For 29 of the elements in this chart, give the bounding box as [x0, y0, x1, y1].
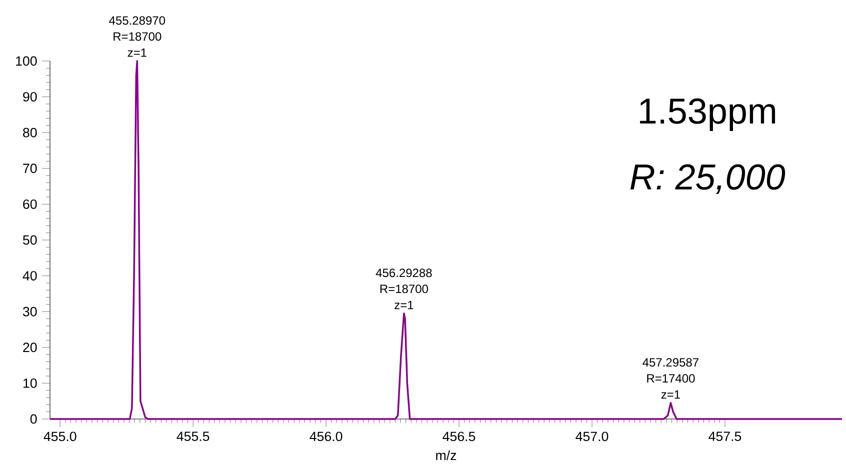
text: R=18700 — [114, 32, 162, 41]
y-tick-label: 30 — [22, 306, 37, 316]
y-tick-label: 90 — [23, 92, 37, 102]
y-tick-label: 50 — [23, 235, 37, 245]
y-tick-label: 70 — [23, 164, 37, 174]
annotation: R=18700 — [380, 284, 428, 294]
x-tick-label: 455.0 — [44, 432, 76, 442]
annotation: z=1 — [661, 390, 680, 399]
annotation: z=1 — [394, 300, 414, 310]
x-tick-label: 456.0 — [310, 432, 342, 442]
y-tick-label: 80 — [23, 128, 37, 138]
annotation: z=1 — [128, 48, 146, 57]
annotation: 457.29587 — [642, 358, 698, 367]
annotation: 1.53ppm — [640, 98, 776, 131]
annotation: R: 25,000 — [630, 164, 786, 194]
y-tick-label: 100 — [16, 56, 37, 66]
y-tick-label: 0 — [30, 414, 37, 424]
x-tick-label: 456.5 — [442, 432, 476, 442]
x-axis-title: m/z — [436, 450, 456, 460]
annotation: 456.29288 — [376, 268, 432, 278]
y-tick-label: 20 — [23, 342, 37, 352]
x-tick-label: 457.5 — [708, 432, 742, 442]
text: 455.28970 — [109, 16, 166, 25]
y-tick-label: 10 — [23, 378, 37, 388]
y-tick-label: 40 — [22, 271, 37, 281]
y-tick-label: 60 — [23, 199, 37, 209]
annotation: R=17400 — [647, 374, 695, 383]
x-tick-label: 457.0 — [576, 432, 608, 442]
x-tick-label: 455.5 — [176, 432, 210, 442]
